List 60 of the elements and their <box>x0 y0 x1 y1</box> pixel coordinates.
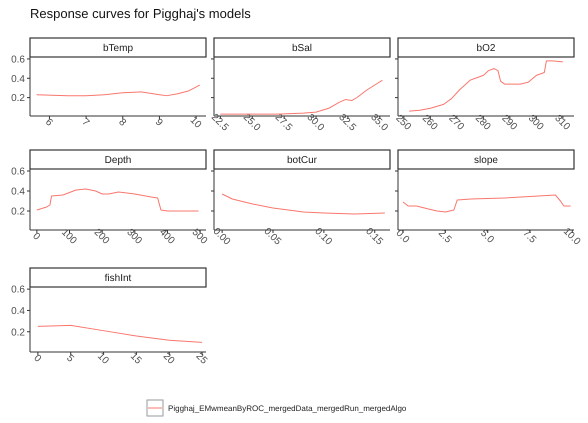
x-tick-label: 15 <box>128 350 144 367</box>
line-series <box>36 188 199 212</box>
chart-subtitle: bO2 <box>476 43 496 54</box>
x-tick-label: 300 <box>526 112 546 133</box>
chart-subtitle: fishInt <box>104 273 132 284</box>
x-tick-label: 400 <box>156 226 177 247</box>
chart-subtitle: slope <box>474 155 498 166</box>
chart-subtitle: bSal <box>292 43 312 54</box>
legend-label: Pigghaj_EMwmeanByROC_mergedData_mergedRun_mergedAlgo <box>168 404 407 413</box>
x-tick-label: 10 <box>188 114 204 131</box>
x-tick-label: 0.0 <box>394 228 412 246</box>
x-tick-label: 5 <box>64 352 76 365</box>
x-tick-label: 0 <box>30 230 42 243</box>
line-series <box>36 84 200 96</box>
x-tick-label: 25.0 <box>240 112 263 134</box>
x-tick-label: 310 <box>552 112 572 133</box>
x-tick-label: 5.0 <box>478 228 496 246</box>
chart-subtitle: Depth <box>104 155 132 166</box>
x-tick-label: 32.5 <box>336 112 358 134</box>
x-tick-label: 270 <box>446 112 466 133</box>
x-tick-label: 22.5 <box>208 112 231 134</box>
x-tick-label: 200 <box>92 226 112 247</box>
x-tick-label: 0.15 <box>363 226 386 248</box>
x-tick-label: 10.0 <box>560 226 583 248</box>
x-tick-label: 290 <box>499 112 520 133</box>
x-tick-label: 500 <box>190 226 210 247</box>
x-tick-label: 260 <box>420 112 440 133</box>
x-tick-label: 10 <box>95 350 111 367</box>
x-tick-label: 280 <box>472 112 493 133</box>
y-tick-label: 0.4 <box>11 74 26 85</box>
x-tick-label: 0.10 <box>312 226 334 248</box>
x-tick-label: 8 <box>116 116 128 129</box>
x-tick-label: 7.5 <box>520 228 538 246</box>
x-tick-label: 25 <box>194 350 210 367</box>
y-tick-label: 0.6 <box>11 54 26 66</box>
x-tick-label: 300 <box>124 226 144 247</box>
y-tick-label: 0.2 <box>11 327 26 338</box>
x-tick-label: 30.0 <box>304 112 326 134</box>
y-tick-label: 0.2 <box>11 93 26 104</box>
y-tick-label: 0.6 <box>11 166 26 178</box>
x-tick-label: 27.5 <box>272 112 295 134</box>
x-tick-label: 250 <box>393 112 414 133</box>
y-tick-label: 0.4 <box>11 306 26 317</box>
x-tick-label: 0 <box>31 352 44 365</box>
x-tick-label: 9 <box>152 116 165 129</box>
line-series <box>37 324 203 343</box>
x-tick-label: 0.05 <box>262 226 284 248</box>
chart-title: Response curves for Pigghaj's models <box>30 6 252 21</box>
x-tick-label: 35.0 <box>368 112 390 134</box>
x-tick-label: 6 <box>42 116 55 129</box>
chart-subtitle: botCur <box>286 155 318 166</box>
y-tick-label: 0.2 <box>11 206 26 218</box>
x-tick-label: 20 <box>160 350 177 367</box>
x-tick-label: 0.00 <box>210 226 233 248</box>
x-tick-label: 7 <box>80 116 92 129</box>
x-tick-label: 2.5 <box>436 228 454 246</box>
y-tick-label: 0.4 <box>11 186 26 198</box>
x-tick-label: 100 <box>59 226 79 247</box>
chart-subtitle: bTemp <box>102 43 134 54</box>
y-tick-label: 0.6 <box>11 284 26 296</box>
